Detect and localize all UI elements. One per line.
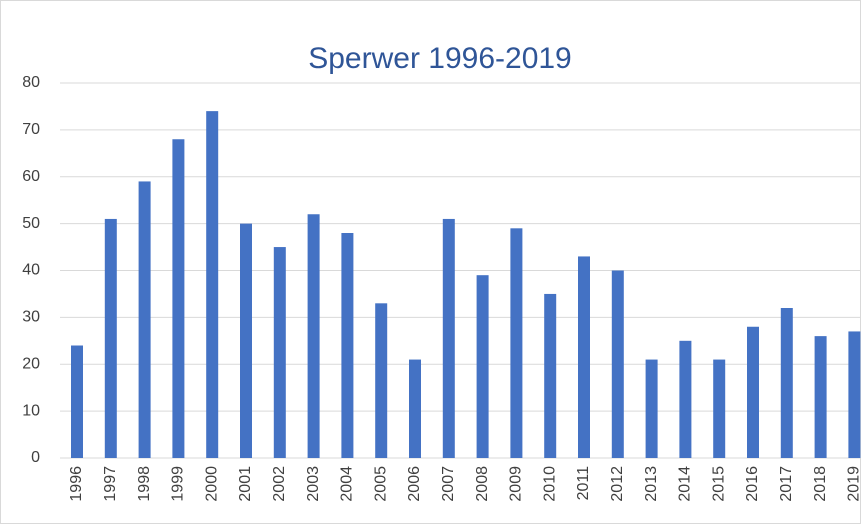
y-tick-label: 20 xyxy=(22,355,40,372)
bar xyxy=(747,326,759,458)
x-tick-label: 2003 xyxy=(305,466,322,502)
x-tick-label: 1998 xyxy=(136,466,153,502)
bar xyxy=(476,275,489,458)
x-tick-label: 2016 xyxy=(744,466,761,502)
x-tick-label: 2018 xyxy=(812,466,829,502)
bar xyxy=(578,256,590,458)
x-tick-label: 2013 xyxy=(643,466,660,502)
bar xyxy=(104,218,117,458)
bar xyxy=(713,359,726,458)
y-tick-label: 70 xyxy=(22,121,40,138)
x-tick-label: 1996 xyxy=(68,466,85,502)
bar xyxy=(510,228,523,458)
x-tick-label: 2007 xyxy=(440,466,457,502)
y-tick-label: 30 xyxy=(22,309,40,326)
x-tick-label: 2014 xyxy=(677,466,694,502)
y-tick-label: 60 xyxy=(22,168,40,185)
bar xyxy=(273,247,286,458)
x-tick-label: 2006 xyxy=(406,466,423,502)
bar xyxy=(848,331,861,458)
x-tick-label: 2019 xyxy=(846,466,861,502)
x-tick-label: 1997 xyxy=(102,466,119,502)
bar xyxy=(409,359,421,458)
x-tick-label: 2004 xyxy=(339,466,356,502)
chart-title: Sperwer 1996-2019 xyxy=(308,42,572,75)
x-tick-label: 2005 xyxy=(372,466,389,502)
bar xyxy=(71,345,83,458)
bar xyxy=(206,111,219,458)
bar xyxy=(780,308,793,458)
bar xyxy=(240,223,252,458)
y-tick-label: 40 xyxy=(22,262,40,279)
x-tick-label: 2001 xyxy=(237,466,254,502)
x-tick-label: 2011 xyxy=(575,466,592,501)
x-tick-label: 2009 xyxy=(508,466,525,502)
x-tick-label: 2010 xyxy=(541,466,558,502)
bar xyxy=(138,181,151,458)
bar xyxy=(544,293,557,458)
bar xyxy=(375,303,388,458)
bar xyxy=(172,139,185,458)
y-tick-label: 50 xyxy=(22,215,40,232)
x-tick-label: 2015 xyxy=(710,466,727,502)
bar xyxy=(679,340,692,458)
y-tick-label: 10 xyxy=(22,402,40,419)
x-tick-label: 2000 xyxy=(203,466,220,502)
y-tick-label: 80 xyxy=(22,74,40,91)
bar xyxy=(341,233,354,458)
x-tick-label: 2002 xyxy=(271,466,288,502)
bar xyxy=(442,218,455,458)
bar xyxy=(645,359,658,458)
x-tick-label: 2012 xyxy=(609,466,626,502)
x-tick-label: 1999 xyxy=(170,466,187,502)
x-tick-label: 2017 xyxy=(778,466,795,502)
y-tick-label: 0 xyxy=(31,449,40,466)
bar xyxy=(814,336,827,458)
bar xyxy=(307,214,320,458)
bar xyxy=(611,270,624,458)
x-tick-label: 2008 xyxy=(474,466,491,502)
